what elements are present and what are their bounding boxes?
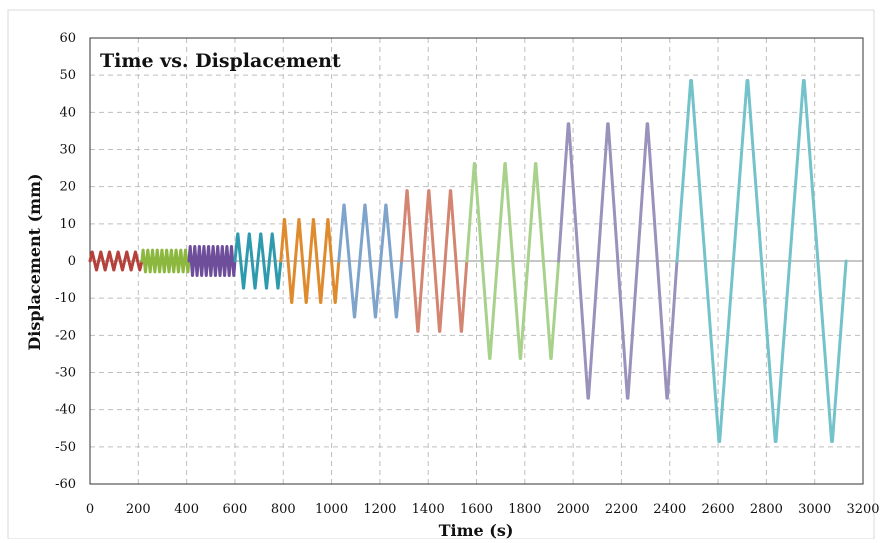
series-line-3 [187,245,237,277]
x-tick-label: 2600 [702,502,735,517]
x-tick-label: 3000 [798,502,831,517]
x-tick-label: 3200 [846,502,879,517]
x-tick-label: 2400 [653,502,686,517]
y-tick-label: 20 [59,180,76,195]
x-axis-title: Time (s) [439,521,514,539]
series-line-7 [400,189,469,333]
y-tick-label: -10 [55,291,76,306]
grid-lines [90,38,863,484]
y-tick-label: 30 [59,143,76,158]
y-tick-label: 10 [59,217,76,232]
series-line-2 [140,248,191,274]
x-tick-labels: 0 200 400 600 800 1000 1200 1400 1600 1800 2000 220… [86,502,880,517]
y-tick-label: 50 [59,68,76,83]
x-tick-label: 200 [126,502,151,517]
series-line-10 [675,78,848,444]
chart-area-frame [7,9,875,540]
y-tick-label: -50 [55,440,76,455]
series-line-9 [557,122,679,400]
series-line-1 [88,250,144,272]
x-tick-label: 800 [271,502,296,517]
y-tick-label: -30 [55,366,76,381]
series-line-6 [337,203,404,319]
y-axis-title: Displacement (mm) [25,173,44,350]
x-tick-label: 1000 [315,502,348,517]
x-tick-label: 1800 [508,502,541,517]
y-tick-label: 0 [68,254,76,269]
y-tick-label: -20 [55,328,76,343]
x-tick-label: 1200 [363,502,396,517]
series-line-4 [233,232,283,290]
x-tick-label: 2200 [605,502,638,517]
y-tick-label: 60 [59,31,76,46]
x-tick-label: 1600 [460,502,493,517]
y-tick-label: -40 [55,403,76,418]
x-tick-label: 2000 [557,502,590,517]
y-tick-label: -60 [55,477,76,492]
series-line-5 [279,217,341,305]
x-tick-label: 2800 [750,502,783,517]
chart-title: Time vs. Displacement [100,50,341,72]
x-tick-label: 400 [174,502,199,517]
y-tick-label: 40 [59,105,76,120]
data-series-group [88,78,848,444]
series-line-8 [465,162,561,360]
x-tick-label: 600 [223,502,248,517]
y-tick-labels: 60 50 40 30 20 10 0 -10 -20 -30 -40 -50 -60 [55,31,76,492]
x-tick-label: 1400 [412,502,445,517]
x-tick-label: 0 [86,502,94,517]
